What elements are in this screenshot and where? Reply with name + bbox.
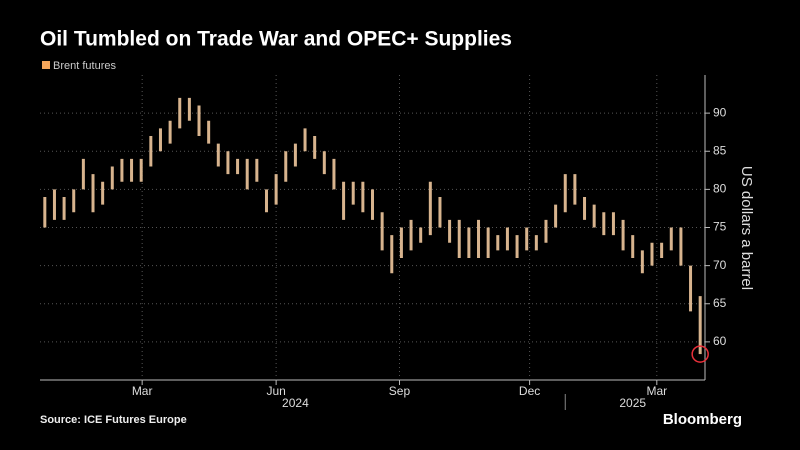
range-bar xyxy=(640,250,644,274)
chart-title: Oil Tumbled on Trade War and OPEC+ Suppl… xyxy=(40,28,512,51)
x-tick-label: Sep xyxy=(389,384,411,398)
range-bar xyxy=(660,242,664,258)
range-bar xyxy=(602,212,606,236)
range-bar xyxy=(149,136,153,167)
range-bar xyxy=(293,143,297,167)
range-bar xyxy=(236,158,240,175)
range-bar xyxy=(168,120,172,144)
x-tick-label: Mar xyxy=(132,384,153,398)
legend-label: Brent futures xyxy=(53,60,116,72)
range-bar xyxy=(207,120,211,144)
x-tick-label: Mar xyxy=(646,384,667,398)
range-bar xyxy=(110,166,114,190)
legend-swatch xyxy=(42,61,50,69)
range-bar xyxy=(515,235,519,258)
range-bar xyxy=(342,181,346,220)
range-bar xyxy=(399,227,403,258)
range-bar xyxy=(544,219,548,243)
x-tick-label: Dec xyxy=(519,384,540,398)
range-bar xyxy=(371,189,374,220)
range-bar xyxy=(679,227,683,266)
range-bar xyxy=(650,242,654,266)
range-bar xyxy=(698,296,702,355)
range-bar xyxy=(631,235,635,258)
range-bar xyxy=(611,212,615,236)
range-bar xyxy=(621,219,625,251)
range-bar xyxy=(563,174,567,213)
range-bar xyxy=(496,235,500,251)
range-bar xyxy=(457,219,461,258)
source: Source: ICE Futures Europe xyxy=(40,414,187,426)
range-bar xyxy=(255,158,259,182)
range-bar xyxy=(409,219,413,251)
range-bar xyxy=(380,212,384,251)
range-bar xyxy=(486,227,490,258)
range-bar xyxy=(216,143,220,167)
range-bar xyxy=(534,235,538,251)
range-bar xyxy=(245,158,249,190)
y-tick-label: 85 xyxy=(713,143,727,157)
range-bar xyxy=(158,128,162,152)
range-bar xyxy=(669,227,673,251)
range-bar xyxy=(438,197,442,228)
range-bar xyxy=(361,181,365,213)
range-bar xyxy=(72,189,76,213)
range-bar xyxy=(120,158,124,182)
range-bar xyxy=(139,158,143,182)
range-bar xyxy=(467,227,471,258)
year-label: 2024 xyxy=(282,396,309,410)
x-tick-label: Jun xyxy=(266,384,285,398)
range-bar xyxy=(554,204,558,228)
range-bar xyxy=(274,174,278,205)
brand: Bloomberg xyxy=(663,411,742,428)
y-tick-label: 60 xyxy=(713,334,727,348)
range-bar xyxy=(332,158,336,190)
range-bar xyxy=(313,136,317,159)
range-bar xyxy=(187,97,191,121)
range-bar xyxy=(81,158,85,190)
range-bar xyxy=(505,227,509,251)
range-bar xyxy=(197,105,201,136)
y-tick-label: 70 xyxy=(713,258,727,272)
range-bar xyxy=(583,197,587,220)
range-bar xyxy=(226,151,230,175)
range-bar xyxy=(284,151,288,182)
range-bar xyxy=(130,158,134,182)
range-bar xyxy=(322,151,326,175)
range-bar xyxy=(419,227,423,243)
y-tick-label: 80 xyxy=(713,182,727,196)
range-bar xyxy=(428,181,432,236)
highlight-circle xyxy=(691,345,709,363)
range-bar xyxy=(525,227,529,251)
range-bar xyxy=(303,128,307,152)
range-bar xyxy=(592,204,596,228)
range-bar xyxy=(573,174,577,205)
range-bar xyxy=(101,181,105,205)
y-tick-label: 65 xyxy=(713,296,727,310)
range-bar xyxy=(178,97,182,129)
range-bar xyxy=(689,265,693,312)
range-bar xyxy=(264,189,268,213)
range-bar xyxy=(448,219,452,243)
range-bar xyxy=(52,189,56,220)
y-tick-label: 90 xyxy=(713,105,727,119)
y-axis-label: US dollars a barrel xyxy=(738,166,755,290)
year-label: 2025 xyxy=(619,396,646,410)
y-tick-label: 75 xyxy=(713,220,727,234)
range-bar xyxy=(477,219,481,258)
range-bar xyxy=(351,181,355,205)
range-bar xyxy=(390,235,394,274)
range-bar xyxy=(91,174,95,213)
range-bar xyxy=(62,197,66,220)
range-bar xyxy=(43,197,47,228)
